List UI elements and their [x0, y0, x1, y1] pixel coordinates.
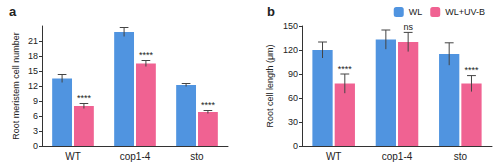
- svg-text:****: ****: [464, 65, 479, 75]
- svg-text:21: 21: [28, 36, 38, 46]
- svg-text:ns: ns: [403, 22, 413, 32]
- svg-text:Root cell length (μm): Root cell length (μm): [265, 44, 275, 127]
- svg-text:****: ****: [338, 64, 353, 74]
- svg-text:****: ****: [77, 93, 92, 103]
- svg-text:18: 18: [28, 51, 38, 61]
- svg-text:cop1-4: cop1-4: [120, 151, 151, 162]
- svg-text:0: 0: [293, 141, 298, 151]
- svg-text:sto: sto: [454, 151, 468, 162]
- svg-text:90: 90: [288, 69, 298, 79]
- svg-text:WT: WT: [65, 151, 81, 162]
- svg-text:30: 30: [288, 117, 298, 127]
- svg-text:15: 15: [28, 66, 38, 76]
- svg-text:b: b: [267, 4, 275, 19]
- svg-text:3: 3: [33, 126, 38, 136]
- svg-text:****: ****: [201, 100, 216, 110]
- svg-text:****: ****: [139, 50, 154, 60]
- svg-text:6: 6: [33, 111, 38, 121]
- svg-text:120: 120: [283, 45, 298, 55]
- svg-text:9: 9: [33, 96, 38, 106]
- svg-text:Root meristem cell number: Root meristem cell number: [11, 32, 21, 140]
- svg-text:a: a: [9, 4, 17, 19]
- svg-text:WL+UV-B: WL+UV-B: [445, 7, 485, 17]
- svg-text:60: 60: [288, 93, 298, 103]
- svg-text:150: 150: [283, 21, 298, 31]
- svg-text:WL: WL: [409, 7, 423, 17]
- svg-text:0: 0: [33, 141, 38, 151]
- svg-text:12: 12: [28, 81, 38, 91]
- svg-text:sto: sto: [190, 151, 204, 162]
- svg-text:WT: WT: [326, 151, 342, 162]
- svg-text:cop1-4: cop1-4: [382, 151, 413, 162]
